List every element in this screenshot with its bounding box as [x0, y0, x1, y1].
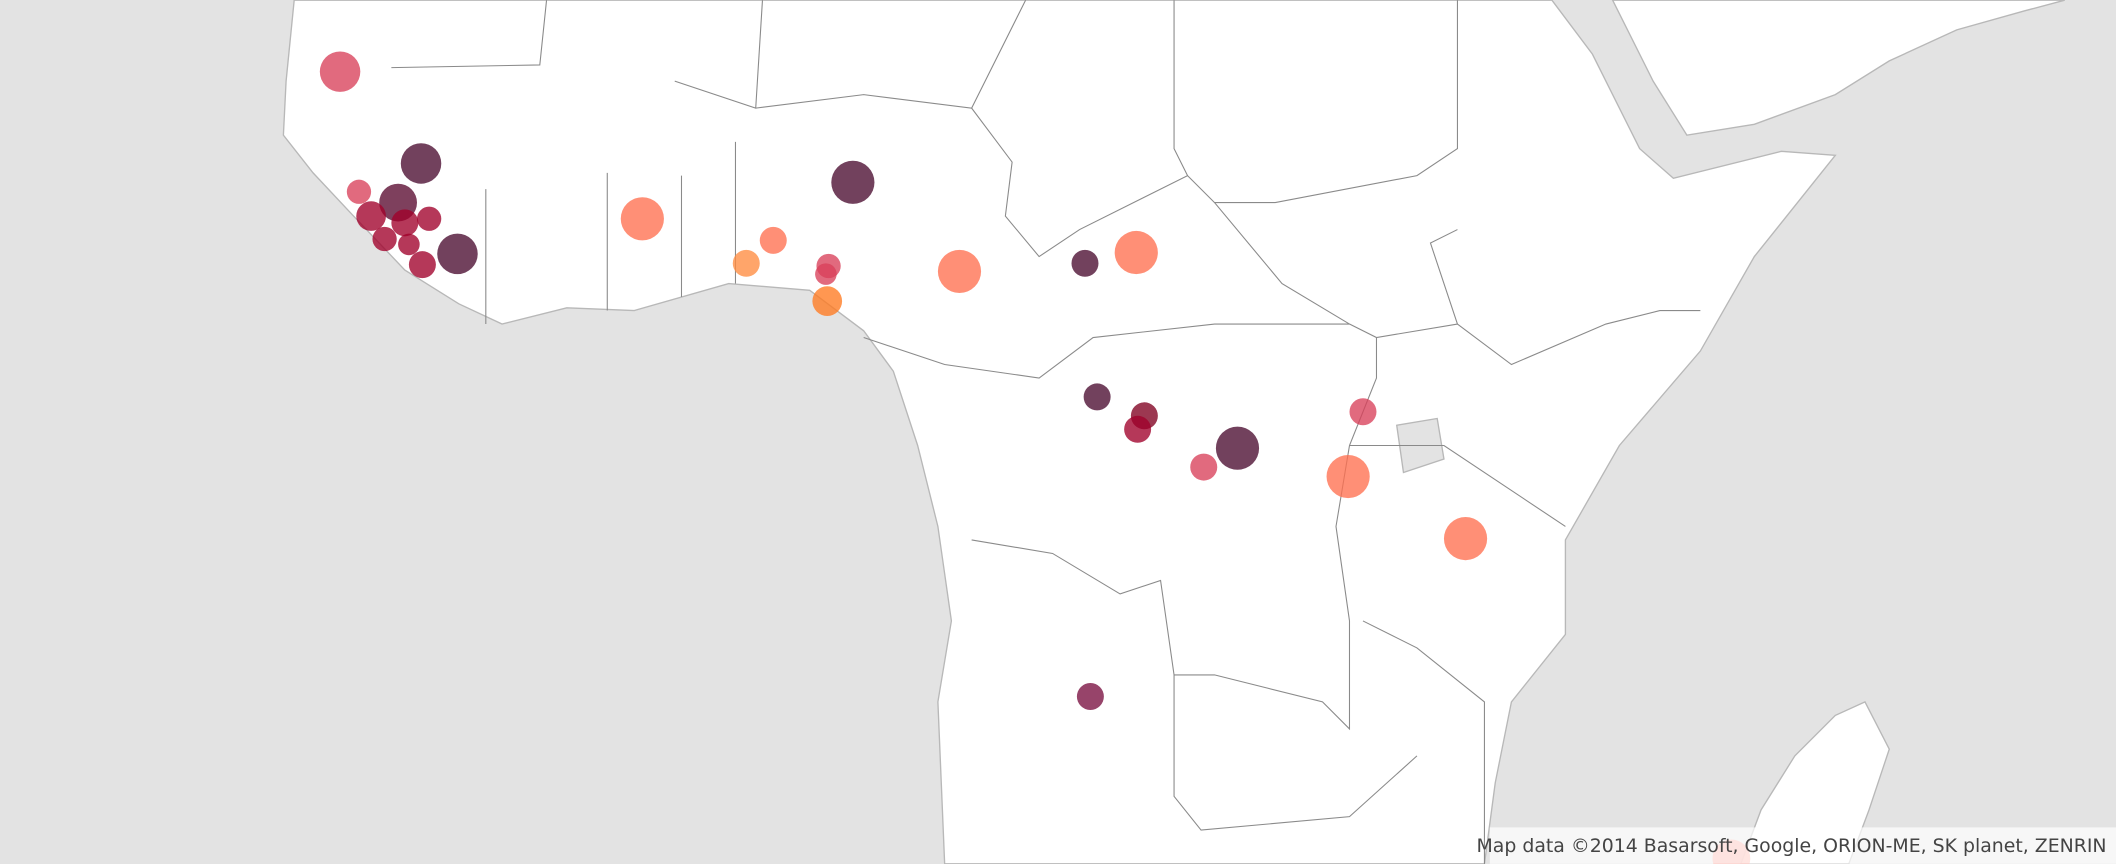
border	[863, 323, 1350, 379]
arabia	[1611, 0, 2065, 136]
bubble	[319, 51, 361, 92]
bubble	[1114, 230, 1158, 275]
border	[485, 141, 737, 325]
bubble	[416, 206, 442, 231]
bubble	[372, 226, 397, 252]
bubble	[1190, 453, 1218, 481]
bubble	[937, 249, 982, 294]
bubble	[1349, 398, 1377, 426]
bubble	[732, 249, 760, 277]
attribution-box	[1489, 827, 2116, 864]
bubble	[1443, 517, 1488, 561]
bubble	[356, 201, 386, 231]
border	[1173, 674, 1418, 831]
attribution: Map data ©2014 Basarsoft, Google, ORION-…	[1477, 835, 2107, 857]
bubble	[391, 209, 419, 237]
bubble	[1083, 383, 1111, 411]
bubble	[831, 160, 875, 204]
bubble	[1124, 415, 1152, 443]
bubble	[1076, 683, 1104, 710]
bubble	[759, 226, 787, 254]
border	[391, 0, 548, 69]
bubble	[400, 143, 442, 184]
bubble	[346, 179, 372, 204]
bubble	[620, 197, 664, 241]
border	[674, 0, 1027, 109]
bubble	[1071, 249, 1099, 277]
bubble	[812, 286, 843, 316]
bubble	[408, 251, 436, 279]
africa	[282, 0, 1837, 864]
bubble	[1215, 426, 1260, 470]
border	[1349, 444, 1566, 864]
border	[1429, 229, 1701, 366]
bubble	[437, 233, 478, 275]
bubble	[398, 233, 420, 256]
bubbles	[319, 51, 1751, 864]
bubble	[1326, 454, 1370, 499]
bubble	[815, 263, 837, 285]
